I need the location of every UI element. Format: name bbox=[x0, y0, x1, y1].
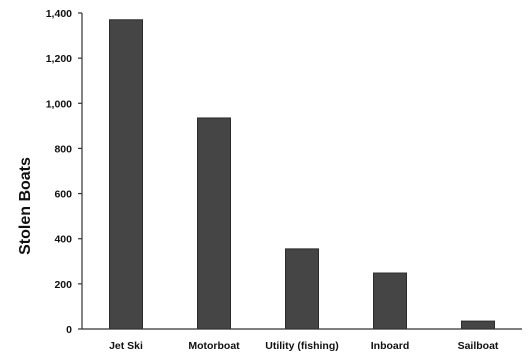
bars bbox=[109, 19, 495, 330]
y-axis-ticks: 0 200 400 600 800 1,000 1,200 1,400 bbox=[46, 8, 82, 336]
bar bbox=[109, 19, 143, 330]
y-tick-label: 800 bbox=[54, 143, 72, 155]
bar bbox=[285, 248, 319, 330]
x-category-label: Sailboat bbox=[458, 340, 499, 352]
y-tick-label: 0 bbox=[66, 324, 72, 336]
y-tick-label: 1,400 bbox=[46, 8, 72, 20]
bar bbox=[373, 272, 407, 330]
x-category-label: Inboard bbox=[371, 340, 410, 352]
x-category-label: Jet Ski bbox=[109, 340, 143, 352]
bar bbox=[461, 320, 495, 330]
y-axis-title: Stolen Boats bbox=[17, 157, 34, 255]
y-tick-label: 400 bbox=[54, 234, 72, 246]
y-tick-label: 1,000 bbox=[46, 98, 72, 110]
x-category-label: Motorboat bbox=[188, 340, 240, 352]
x-category-label: Utility (fishing) bbox=[265, 340, 339, 352]
y-tick-label: 1,200 bbox=[46, 53, 72, 65]
bar bbox=[197, 117, 231, 330]
y-tick-label: 600 bbox=[54, 189, 72, 201]
y-tick-label: 200 bbox=[54, 279, 72, 291]
x-axis-labels: Jet Ski Motorboat Utility (fishing) Inboard… bbox=[109, 340, 499, 352]
